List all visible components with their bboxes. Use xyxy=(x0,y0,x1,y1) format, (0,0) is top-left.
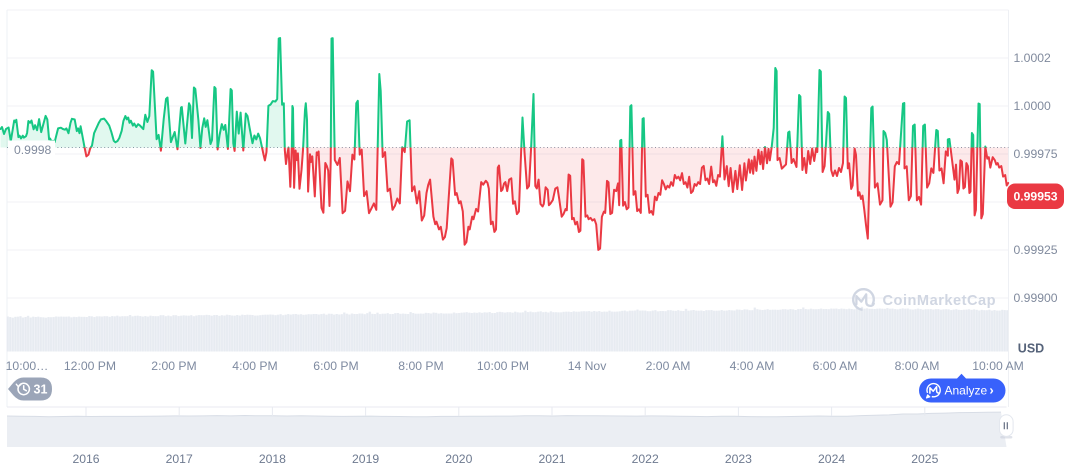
svg-text:2022: 2022 xyxy=(632,452,659,466)
svg-text:2017: 2017 xyxy=(166,452,193,466)
svg-text:2023: 2023 xyxy=(725,452,752,466)
svg-text:10:00…: 10:00… xyxy=(6,359,49,373)
svg-text:›: › xyxy=(989,383,993,398)
svg-text:6:00 AM: 6:00 AM xyxy=(813,359,858,373)
svg-text:2016: 2016 xyxy=(72,452,99,466)
svg-text:0.99975: 0.99975 xyxy=(1014,147,1058,161)
svg-text:0.99953: 0.99953 xyxy=(1013,190,1057,204)
svg-text:4:00 PM: 4:00 PM xyxy=(232,359,277,373)
svg-text:0.99925: 0.99925 xyxy=(1014,243,1058,257)
svg-text:31: 31 xyxy=(34,383,48,397)
svg-text:0.99900: 0.99900 xyxy=(1014,291,1058,305)
svg-text:2024: 2024 xyxy=(818,452,845,466)
svg-text:10:00 AM: 10:00 AM xyxy=(972,359,1024,373)
svg-text:2019: 2019 xyxy=(352,452,379,466)
svg-text:CoinMarketCap: CoinMarketCap xyxy=(883,293,997,309)
svg-text:8:00 PM: 8:00 PM xyxy=(398,359,443,373)
svg-text:2021: 2021 xyxy=(538,452,565,466)
svg-text:Analyze: Analyze xyxy=(945,384,988,398)
svg-text:1.0000: 1.0000 xyxy=(1014,99,1051,113)
svg-text:2020: 2020 xyxy=(445,452,472,466)
svg-text:0.9998: 0.9998 xyxy=(14,143,51,157)
svg-text:14 Nov: 14 Nov xyxy=(568,359,608,373)
svg-text:2018: 2018 xyxy=(259,452,286,466)
svg-text:1.0002: 1.0002 xyxy=(1014,51,1051,65)
svg-text:2:00 PM: 2:00 PM xyxy=(151,359,196,373)
svg-text:4:00 AM: 4:00 AM xyxy=(730,359,775,373)
svg-text:2:00 AM: 2:00 AM xyxy=(646,359,691,373)
svg-text:12:00 PM: 12:00 PM xyxy=(64,359,116,373)
svg-text:8:00 AM: 8:00 AM xyxy=(895,359,940,373)
svg-text:2025: 2025 xyxy=(911,452,938,466)
svg-text:6:00 PM: 6:00 PM xyxy=(313,359,358,373)
svg-text:10:00 PM: 10:00 PM xyxy=(477,359,529,373)
svg-text:USD: USD xyxy=(1018,342,1044,356)
